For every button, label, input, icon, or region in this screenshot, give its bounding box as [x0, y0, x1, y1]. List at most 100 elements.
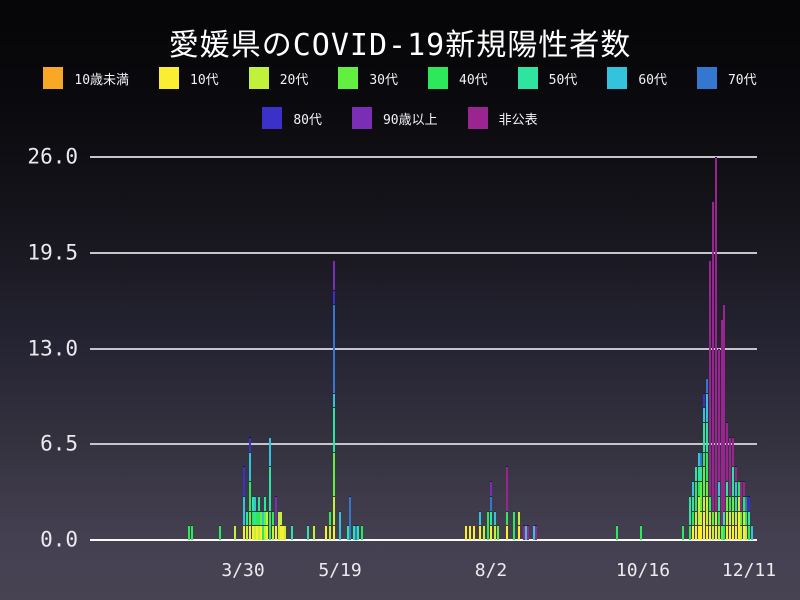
bar-segment-60代	[249, 451, 251, 482]
y-tick-label-0.0: 0.0	[40, 527, 78, 552]
bar-segment-10代	[325, 525, 327, 540]
stacked-bar	[254, 495, 256, 540]
bar-segment-40代	[256, 510, 258, 526]
bar-segment-20代	[494, 525, 496, 540]
bar-segment-60代	[525, 525, 527, 540]
stacked-bar	[721, 319, 723, 540]
plot-area	[88, 156, 757, 541]
legend-swatch-icon	[159, 67, 180, 89]
legend-swatch-icon	[338, 67, 359, 89]
bar-segment-40代	[219, 525, 221, 540]
stacked-bar	[494, 510, 496, 540]
stacked-bar	[275, 495, 277, 540]
bar-segment-20代	[709, 510, 711, 526]
bar-segment-20代	[735, 510, 737, 526]
stacked-bar	[695, 466, 697, 540]
stacked-bar	[700, 451, 702, 540]
bar-segment-60代	[269, 436, 271, 467]
bar-segment-10代	[249, 525, 251, 540]
stacked-bar	[329, 510, 331, 540]
bar-segment-非公表	[729, 436, 731, 496]
legend-swatch-icon	[262, 107, 283, 129]
bar-segment-50代	[254, 510, 256, 526]
stacked-bar	[682, 525, 684, 540]
y-tick-label-26.0: 26.0	[27, 144, 78, 169]
legend-item-90歳以上: 90歳以上	[351, 107, 438, 129]
stacked-bar	[712, 201, 714, 540]
stacked-bar	[616, 525, 618, 540]
bar-segment-30代	[333, 451, 335, 496]
y-tick-label-6.5: 6.5	[40, 431, 78, 456]
stacked-bar	[243, 466, 245, 540]
stacked-bar	[264, 495, 266, 540]
bar-segment-20代	[700, 510, 702, 526]
stacked-bar	[487, 510, 489, 540]
bar-segment-10代	[280, 525, 282, 540]
stacked-bar	[525, 525, 527, 540]
stacked-bar	[219, 525, 221, 540]
bar-segment-50代	[333, 407, 335, 452]
stacked-bar	[703, 392, 705, 540]
stacked-bar	[740, 481, 742, 540]
bar-segment-50代	[347, 525, 349, 540]
bar-segment-20代	[266, 510, 268, 526]
legend-item-10歳未満: 10歳未満	[43, 67, 129, 89]
bar-segment-30代	[260, 510, 262, 526]
bar-segment-50代	[706, 422, 708, 452]
bar-segment-40代	[729, 495, 731, 511]
legend-label: 90歳以上	[382, 112, 438, 128]
bar-segment-50代	[703, 422, 705, 452]
stacked-bar	[473, 525, 475, 540]
bar-segment-40代	[703, 451, 705, 467]
bar-segment-30代	[700, 481, 702, 511]
bar-segment-20代	[706, 495, 708, 526]
x-axis-baseline	[90, 539, 757, 541]
bar-segment-40代	[258, 510, 260, 526]
bar-segment-50代	[490, 510, 492, 526]
legend-item-10代: 10代	[159, 67, 219, 89]
legend-swatch-icon	[517, 67, 538, 89]
bar-segment-50代	[718, 495, 720, 511]
bar-segment-10代	[738, 510, 740, 540]
bar-segment-80代	[243, 466, 245, 496]
legend-label: 10代	[190, 72, 219, 88]
bar-segment-40代	[249, 481, 251, 511]
bar-segment-40代	[272, 510, 274, 526]
bar-segment-60代	[692, 481, 694, 496]
legend-item-80代: 80代	[262, 107, 322, 129]
x-tick-label-5/19: 5/19	[318, 560, 362, 581]
bar-segment-50代	[695, 466, 697, 482]
bar-segment-40代	[706, 451, 708, 482]
bar-segment-20代	[726, 510, 728, 526]
bar-segment-40代	[743, 495, 745, 511]
stacked-bar	[347, 525, 349, 540]
bar-segment-20代	[278, 510, 280, 540]
bar-segment-20代	[254, 525, 256, 540]
bar-segment-10代	[465, 525, 467, 540]
bar-segment-非公表	[709, 260, 711, 496]
stacked-bar	[260, 510, 262, 540]
stacked-bar	[751, 525, 753, 540]
bar-segment-非公表	[523, 525, 525, 540]
bar-segment-40代	[738, 481, 740, 496]
bar-segment-10代	[266, 525, 268, 540]
bar-segment-10代	[709, 525, 711, 540]
legend-swatch-icon	[428, 67, 448, 89]
stacked-bar	[256, 510, 258, 540]
bar-segment-50代	[264, 495, 266, 511]
legend-label: 70代	[727, 72, 757, 88]
bar-segment-10代	[732, 525, 734, 540]
bar-segment-50代	[258, 495, 260, 511]
bar-segment-40代	[709, 495, 711, 511]
bar-segment-非公表	[715, 157, 717, 511]
stacked-bar	[353, 525, 355, 540]
bar-segment-40代	[487, 510, 489, 540]
bar-segment-10代	[706, 525, 708, 540]
stacked-bar	[191, 525, 193, 540]
bar-segment-50代	[692, 495, 694, 511]
bar-segment-20代	[258, 525, 260, 540]
bar-segment-30代	[249, 510, 251, 526]
x-tick-label-12/11: 12/11	[721, 560, 777, 581]
bar-segment-20代	[703, 495, 705, 511]
